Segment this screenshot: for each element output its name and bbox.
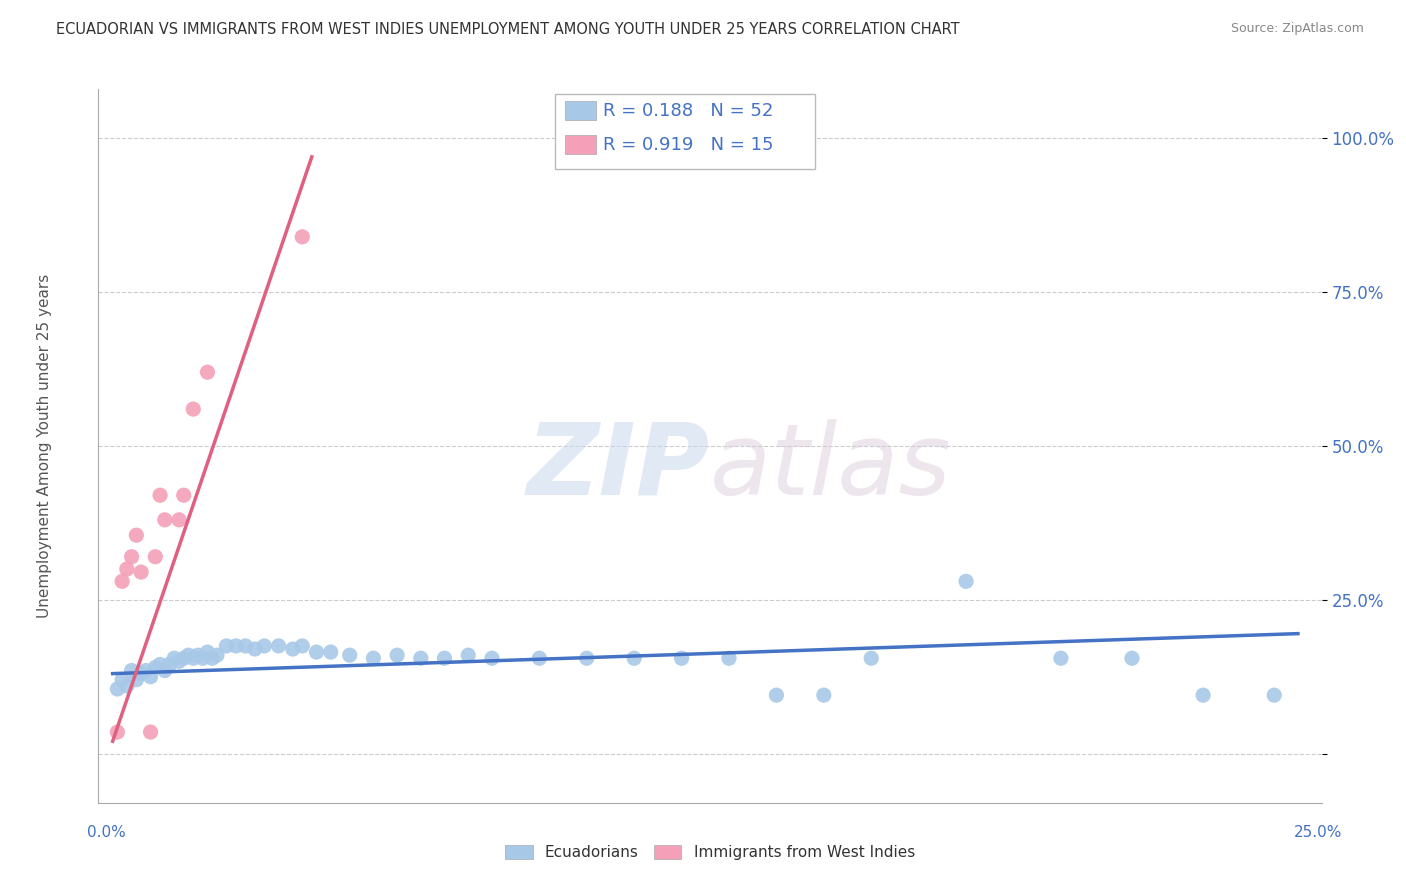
Point [163,651,186,665]
Text: ECUADORIAN VS IMMIGRANTS FROM WEST INDIES UNEMPLOYMENT AMONG YOUTH UNDER 25 YEAR: ECUADORIAN VS IMMIGRANTS FROM WEST INDIE… [56,22,960,37]
Legend: Ecuadorians, Immigrants from West Indies: Ecuadorians, Immigrants from West Indies [499,839,921,866]
Point [149,657,172,672]
Text: atlas: atlas [710,419,952,516]
Point [181,402,204,417]
Point [197,645,219,659]
Point [291,639,314,653]
Point [529,651,551,665]
Point [121,664,143,678]
Point [305,645,328,659]
Point [235,639,257,653]
Point [765,688,787,702]
Point [1050,651,1073,665]
Point [253,639,276,653]
Point [1192,688,1215,702]
Point [281,642,304,657]
Point [1263,688,1285,702]
Point [717,651,740,665]
Text: R = 0.188   N = 52: R = 0.188 N = 52 [603,102,773,120]
Text: 0.0%: 0.0% [87,825,127,840]
Point [339,648,361,662]
Point [409,651,432,665]
Point [205,648,228,662]
Point [225,639,247,653]
Point [105,725,128,739]
Point [1121,651,1143,665]
Point [177,648,200,662]
Point [129,666,152,681]
Point [115,562,138,576]
Point [153,513,176,527]
Point [111,574,134,589]
Point [139,670,162,684]
Point [135,664,157,678]
Point [173,488,195,502]
Point [121,549,143,564]
Point [671,651,693,665]
Point [813,688,835,702]
Point [111,673,134,687]
Point [385,648,408,662]
Point [243,642,266,657]
Point [481,651,503,665]
Point [173,651,195,665]
Point [187,648,209,662]
Point [955,574,977,589]
Point [181,651,204,665]
Point [125,673,148,687]
Point [115,679,138,693]
Point [143,660,166,674]
Point [623,651,645,665]
Point [319,645,342,659]
Point [291,230,314,244]
Point [125,528,148,542]
Point [167,513,190,527]
Point [105,681,128,696]
Text: ZIP: ZIP [527,419,710,516]
Text: R = 0.919   N = 15: R = 0.919 N = 15 [603,136,773,153]
Point [149,488,172,502]
Point [191,651,214,665]
Point [153,664,176,678]
Point [363,651,385,665]
Point [575,651,598,665]
Point [197,365,219,379]
Point [167,654,190,668]
Point [159,657,181,672]
Point [139,725,162,739]
Point [143,549,166,564]
Text: Source: ZipAtlas.com: Source: ZipAtlas.com [1230,22,1364,36]
Text: Unemployment Among Youth under 25 years: Unemployment Among Youth under 25 years [38,274,52,618]
Point [201,651,224,665]
Point [129,565,152,579]
Point [457,648,479,662]
Point [860,651,883,665]
Point [215,639,238,653]
Point [433,651,456,665]
Point [267,639,290,653]
Text: 25.0%: 25.0% [1295,825,1343,840]
